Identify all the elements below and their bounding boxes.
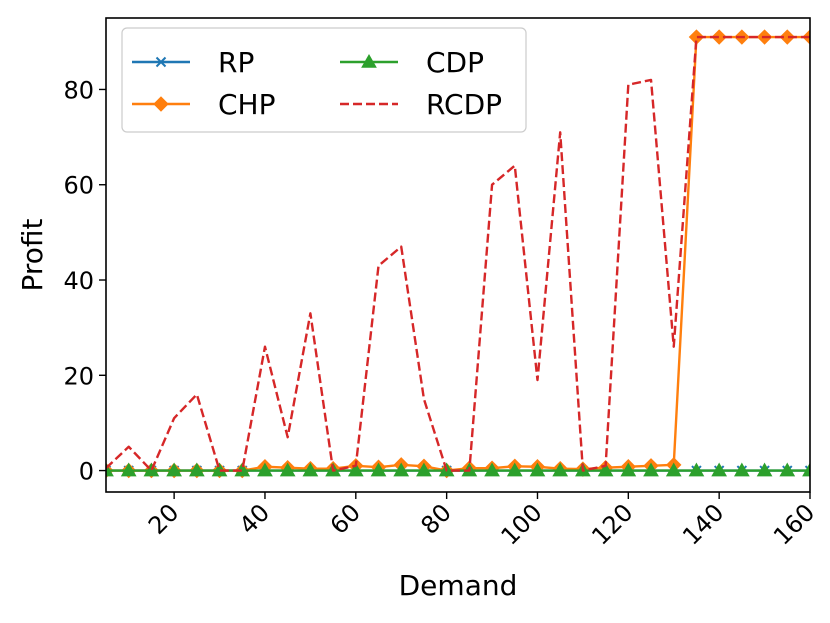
data-point-cdp (302, 462, 319, 477)
data-point-cdp (416, 462, 432, 477)
series-rcdp (106, 35, 810, 472)
data-point-cdp (688, 462, 705, 477)
legend-box (121, 27, 527, 133)
data-point-chp (711, 29, 727, 45)
x-tick-label: 140 (677, 498, 729, 550)
data-point-chp (779, 29, 795, 45)
data-point-cdp (279, 462, 296, 477)
data-point-cdp (802, 462, 810, 477)
x-tick-label: 80 (415, 498, 456, 539)
legend: RP CHP CDP RCDP (121, 27, 527, 133)
data-point-cdp (143, 462, 160, 477)
legend-entry-rp: RP (132, 46, 254, 79)
data-point-cdp (393, 462, 410, 477)
series-line-rcdp (106, 35, 810, 472)
data-point-cdp (552, 462, 569, 477)
data-point-cdp (779, 462, 796, 477)
legend-label: RP (218, 46, 254, 79)
data-point-cdp (166, 462, 182, 477)
data-point-cdp (529, 462, 546, 477)
x-tick-label: 40 (234, 498, 275, 539)
x-tick-label: 160 (768, 498, 820, 550)
y-axis-label: Profit (16, 218, 49, 291)
legend-marker (153, 96, 169, 112)
tick-layer: 0 20 40 60 80 20 40 60 80 100 120 140 160 (63, 76, 820, 550)
data-point-cdp (257, 462, 273, 477)
y-tick-label: 20 (63, 362, 94, 390)
legend-label: RCDP (426, 88, 502, 121)
data-point-cdp (370, 462, 387, 477)
x-axis-label: Demand (399, 569, 518, 602)
data-point-cdp (347, 462, 364, 477)
data-point-cdp (120, 462, 137, 477)
x-tick-label: 60 (325, 498, 366, 539)
data-point-cdp (711, 462, 728, 477)
data-point-cdp (188, 462, 205, 477)
legend-marker (155, 56, 167, 68)
data-point-cdp (756, 462, 773, 477)
y-tick-label: 0 (79, 458, 94, 486)
legend-entry-cdp: CDP (340, 46, 484, 79)
y-tick-label: 40 (63, 267, 94, 295)
x-tick-label: 100 (496, 498, 548, 550)
legend-entry-chp: CHP (132, 88, 276, 121)
x-tick-label: 20 (143, 498, 184, 539)
data-point-cdp (643, 462, 659, 477)
data-point-cdp (506, 462, 523, 477)
data-point-cdp (665, 462, 682, 477)
data-point-cdp (597, 462, 614, 477)
data-point-cdp (620, 462, 637, 477)
data-point-cdp (734, 462, 750, 477)
y-tick-label: 60 (63, 172, 94, 200)
legend-label: CDP (426, 46, 484, 79)
legend-entry-rcdp: RCDP (340, 88, 502, 121)
plot-frame (105, 17, 811, 493)
x-tick-label: 120 (586, 498, 638, 550)
legend-marker (361, 53, 377, 68)
data-point-cdp (484, 462, 500, 477)
y-tick-label: 80 (63, 76, 94, 104)
legend-label: CHP (218, 88, 276, 121)
series-layer (106, 29, 810, 479)
